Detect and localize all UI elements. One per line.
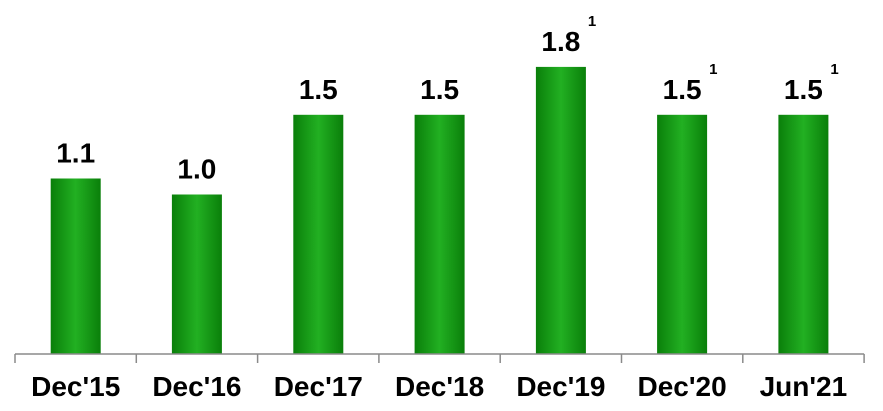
value-label-Dec'19: 1.8 [541,26,580,57]
value-label-Dec'20: 1.5 [663,74,702,105]
value-label-Dec'16: 1.0 [177,154,216,185]
bar-Dec'19 [535,66,586,355]
bar-Dec'17 [293,114,344,355]
bars-group [50,66,829,355]
x-axis [14,353,865,363]
tick-label-Dec'17: Dec'17 [274,371,363,402]
value-label-Dec'15: 1.1 [56,138,95,169]
value-label-Dec'17: 1.5 [299,74,338,105]
footnote-mark-Jun'21: 1 [830,61,838,78]
value-label-Jun'21: 1.5 [784,74,823,105]
footnote-mark-Dec'20: 1 [709,61,717,78]
tick-label-Dec'16: Dec'16 [152,371,241,402]
bar-Dec'18 [414,114,465,355]
footnote-mark-Dec'19: 1 [588,13,596,30]
tick-label-Dec'19: Dec'19 [516,371,605,402]
value-labels-group: 1.1 1.0 1.5 1.5 1.8 1 1.5 1 1.5 1 [56,13,839,185]
x-tick-labels-group: Dec'15 Dec'16 Dec'17 Dec'18 Dec'19 Dec'20 Jun'… [31,371,847,402]
bar-Dec'20 [657,114,708,355]
bar-Dec'16 [171,194,222,354]
bar-Jun'21 [778,114,829,355]
value-label-Dec'18: 1.5 [420,74,459,105]
bar-Dec'15 [50,178,101,354]
tick-label-Dec'20: Dec'20 [638,371,727,402]
tick-label-Jun'21: Jun'21 [760,371,848,402]
tick-label-Dec'15: Dec'15 [31,371,120,402]
tick-label-Dec'18: Dec'18 [395,371,484,402]
